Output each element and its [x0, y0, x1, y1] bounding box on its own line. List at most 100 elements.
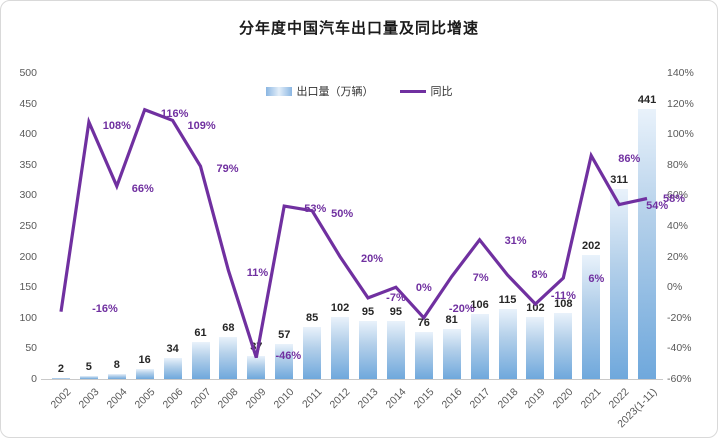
right-axis-tick: 100%	[667, 128, 694, 141]
line-value-label: 11%	[246, 267, 269, 280]
left-axis-tick: 250	[19, 220, 37, 232]
line-value-label: 66%	[131, 183, 154, 196]
bar-value-label: 16	[138, 354, 151, 367]
line-value-label: -20%	[448, 302, 475, 315]
export-volume-bar	[358, 320, 377, 379]
right-axis-tick: 120%	[667, 97, 694, 110]
bar-value-label: 102	[330, 301, 350, 314]
export-volume-bar	[498, 308, 517, 379]
bar-value-label: 61	[194, 326, 207, 339]
line-value-label: -46%	[275, 349, 302, 362]
legend-item-yoy: 同比	[399, 83, 453, 99]
bar-value-label: 85	[306, 311, 319, 324]
line-value-label: 31%	[504, 234, 527, 247]
yoy-growth-line	[59, 107, 648, 359]
left-axis-tick: 450	[19, 97, 37, 110]
export-volume-bar	[135, 369, 154, 379]
x-axis-label: 2018	[494, 386, 520, 412]
line-value-label: 6%	[588, 273, 605, 286]
bar-value-label: 34	[166, 343, 179, 356]
x-axis-label: 2007	[187, 386, 213, 412]
x-axis-label: 2017	[467, 386, 493, 412]
x-axis-label: 2015	[411, 386, 437, 412]
left-axis-tick: 300	[19, 189, 37, 202]
bar-value-label: 81	[445, 314, 458, 327]
left-axis-tick: 350	[19, 158, 37, 171]
chart-title: 分年度中国汽车出口量及同比增速	[238, 20, 479, 37]
line-value-label: 79%	[216, 163, 239, 176]
export-volume-bar	[191, 341, 210, 379]
x-axis-label: 2005	[132, 386, 158, 412]
bar-value-label: 8	[113, 359, 120, 372]
export-volume-bar	[163, 358, 182, 379]
x-axis-label: 2014	[383, 386, 409, 412]
export-volume-bar	[303, 326, 322, 379]
line-value-label: 58%	[663, 193, 686, 206]
line-value-label: 86%	[618, 152, 641, 165]
bar-value-label: 115	[498, 293, 517, 306]
x-axis-label: 2019	[522, 386, 548, 412]
x-axis-label: 2020	[550, 386, 576, 412]
right-axis-tick: 60%	[667, 189, 689, 202]
line-value-label: 54%	[646, 199, 669, 212]
right-axis-tick: 40%	[667, 220, 689, 232]
line-value-label: 116%	[160, 107, 189, 120]
export-volume-bar	[582, 255, 601, 379]
export-volume-bar	[470, 314, 489, 379]
line-value-label: 50%	[331, 207, 354, 220]
export-volume-bar	[247, 356, 266, 379]
x-axis-label: 2004	[104, 386, 130, 412]
right-axis-tick: -40%	[667, 342, 692, 355]
export-volume-bar	[107, 374, 126, 379]
x-axis-label: 2006	[160, 386, 186, 412]
x-axis-line	[41, 379, 663, 380]
left-axis-tick: 200	[19, 250, 37, 263]
x-axis-label: 2003	[76, 386, 102, 412]
export-volume-bar	[526, 316, 545, 379]
export-volume-bar	[554, 312, 573, 379]
bar-value-label: 311	[610, 173, 628, 186]
bar-value-label: 441	[637, 94, 657, 107]
legend-label-yoy: 同比	[430, 86, 453, 98]
export-volume-bar	[610, 188, 629, 379]
legend-item-export-volume: 出口量（万辆）	[265, 83, 374, 99]
x-axis-label: 2010	[271, 386, 297, 412]
export-volume-bar	[386, 320, 405, 379]
x-axis-label: 2013	[355, 386, 381, 412]
line-value-label: 53%	[304, 203, 327, 216]
export-volume-bar	[79, 375, 98, 379]
bar-value-label: 5	[85, 360, 92, 373]
left-axis-tick: 500	[19, 67, 37, 79]
left-axis-tick: 150	[19, 281, 37, 294]
export-volume-bar	[331, 316, 350, 379]
bar-value-label: 108	[554, 297, 573, 310]
bar-value-label: 95	[361, 305, 375, 318]
bar-value-label: 76	[417, 317, 430, 330]
left-axis-tick: 400	[19, 128, 37, 141]
export-volume-bar	[51, 377, 70, 379]
line-value-label: -7%	[386, 291, 406, 304]
line-value-label: 0%	[415, 282, 432, 295]
bar-gradient-swatch-icon	[265, 86, 292, 96]
x-axis-label: 2021	[578, 386, 604, 412]
right-axis-tick: 20%	[667, 250, 689, 263]
export-volume-bar	[275, 344, 294, 379]
line-value-label: 7%	[472, 272, 489, 285]
export-volume-bar	[414, 332, 433, 379]
bar-value-label: 106	[470, 299, 489, 312]
right-axis-tick: 0%	[667, 281, 683, 294]
line-swatch-icon	[399, 89, 426, 93]
x-axis-label: 2011	[300, 386, 325, 411]
legend: 出口量（万辆） 同比	[1, 83, 717, 99]
right-axis-tick: 140%	[667, 67, 694, 79]
x-axis-label: 2008	[215, 386, 241, 412]
line-value-label: 20%	[361, 252, 384, 265]
bar-value-label: 95	[389, 305, 402, 318]
export-volume-bar	[442, 329, 461, 379]
bar-value-label: 202	[582, 240, 601, 253]
bar-value-label: 102	[526, 301, 545, 314]
x-axis-label: 2009	[243, 386, 269, 412]
legend-label-export-volume: 出口量（万辆）	[296, 86, 374, 98]
bar-value-label: 2	[57, 362, 65, 375]
